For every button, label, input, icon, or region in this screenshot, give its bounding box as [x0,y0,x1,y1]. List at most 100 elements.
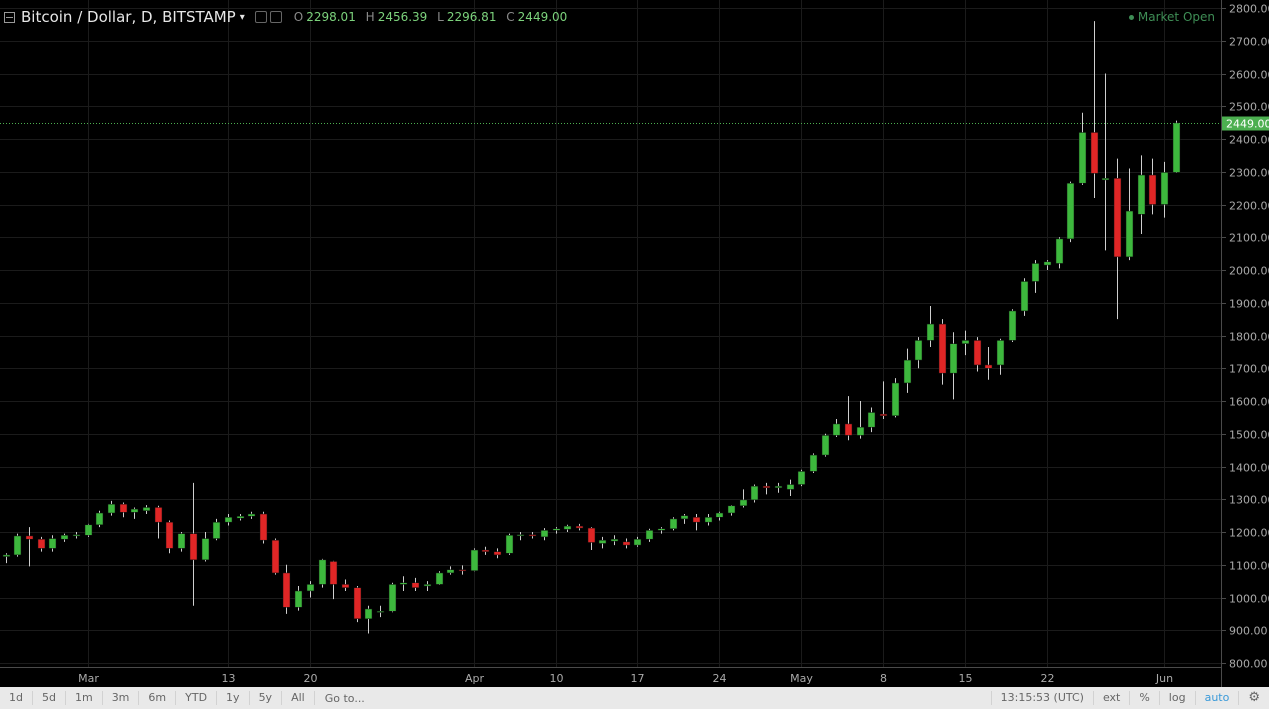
range-ytd-button[interactable]: YTD [176,691,218,705]
percent-toggle[interactable]: % [1129,691,1158,705]
visibility-icon[interactable] [254,11,267,23]
candle-up [821,433,830,457]
candle-body [1008,310,1017,341]
candle-up [739,489,748,508]
candle-body [259,513,268,541]
time-tick-label: 13 [222,672,236,685]
range-1m-button[interactable]: 1m [66,691,103,705]
candle-down [119,502,128,518]
price-axis[interactable]: 800.00 900.00 1000.00 1100.00 1200.00 1300.00… [1221,3,1269,671]
time-tick-label: 15 [959,672,973,685]
range-all-button[interactable]: All [282,691,315,705]
price-tick-label: 800.00 [1229,658,1268,671]
candle-up [680,513,689,524]
symbol-title[interactable]: Bitcoin / Dollar, D, BITSTAMP [21,8,236,26]
candle-up [996,338,1005,375]
price-chart[interactable]: 800.00 900.00 1000.00 1100.00 1200.00 1300.00… [0,0,1269,687]
candle-down [458,565,467,575]
price-tick-label: 2500.00 [1229,101,1269,114]
candle-body [1137,174,1146,215]
ext-toggle[interactable]: ext [1092,691,1129,705]
goto-button[interactable]: Go to... [324,691,365,705]
candle-body [575,525,584,529]
market-status-text: Market Open [1137,10,1215,24]
candle-up [715,511,724,521]
candle-body [481,549,490,552]
time-tick-label: May [790,672,813,685]
candle-body [1090,132,1099,174]
candle-up [84,523,93,537]
chevron-down-icon[interactable]: ▾ [239,11,245,23]
range-5y-button[interactable]: 5y [250,691,283,705]
range-1d-button[interactable]: 1d [0,691,33,705]
collapse-icon[interactable] [4,11,15,23]
candle-body [271,539,280,574]
candle-up [1008,309,1017,343]
candle-down [411,577,420,591]
candle-body [177,533,186,549]
candle-body [903,359,912,384]
candle-up [797,469,806,487]
candle-body [224,517,233,523]
range-1y-button[interactable]: 1y [217,691,250,705]
candle-body [727,505,736,514]
range-5d-button[interactable]: 5d [33,691,66,705]
candle-body [610,538,619,542]
candle-up [306,581,315,598]
candle-body [165,521,174,549]
last-price-label: 2449.00 [1226,118,1269,131]
candle-body [961,340,970,344]
candle-body [856,426,865,436]
candle-body [130,508,139,513]
candle-up [563,524,572,532]
candle-body [329,561,338,585]
candle-up [470,548,479,572]
candle-body [516,534,525,537]
price-tick-label: 1300.00 [1229,494,1269,507]
log-toggle[interactable]: log [1158,691,1195,705]
range-3m-button[interactable]: 3m [103,691,140,705]
candle-up [318,558,327,588]
candle-body [879,413,888,416]
auto-toggle[interactable]: auto [1194,691,1239,705]
candle-body [2,554,11,557]
bottom-toolbar: 1d 5d 1m 3m 6m YTD 1y 5y All Go to... 13… [0,687,1269,709]
settings-small-icon[interactable] [269,11,282,23]
open-value: 2298.01 [306,10,356,24]
gear-icon[interactable]: ⚙ [1238,691,1269,705]
candle-down [938,319,947,385]
candle-up [1055,237,1064,269]
candle-up [669,517,678,531]
candle-body [996,340,1005,366]
candle-up [516,532,525,541]
candle-body [1160,172,1169,205]
chart-background [0,0,1269,687]
candle-body [973,340,982,366]
price-tick-label: 1800.00 [1229,331,1269,344]
candle-up [598,536,607,549]
candle-body [388,584,397,612]
candle-up [926,306,935,347]
price-tick-label: 1700.00 [1229,363,1269,376]
close-value: 2449.00 [517,10,568,24]
time-axis[interactable]: Mar 13 20 Apr 10 17 24 May 8 15 22 Jun [78,672,1173,685]
candle-down [481,546,490,555]
candle-body [563,525,572,530]
candle-body [739,499,748,507]
ohlc-values: O 2298.01 H 2456.39 L 2296.81 C 2449.00 [294,10,574,24]
high-label: H [365,10,375,24]
candle-down [259,511,268,544]
candle-up [48,535,57,552]
candle-up [212,518,221,541]
clock-display: 13:15:53 (UTC) [990,691,1093,705]
candle-up [1031,260,1040,293]
range-6m-button[interactable]: 6m [139,691,177,705]
candle-body [926,323,935,341]
candle-body [1066,182,1075,240]
candle-body [938,323,947,374]
candle-up [388,582,397,613]
candle-body [189,533,198,561]
candle-body [1043,261,1052,266]
candle-body [1055,238,1064,264]
candle-up [552,527,561,534]
